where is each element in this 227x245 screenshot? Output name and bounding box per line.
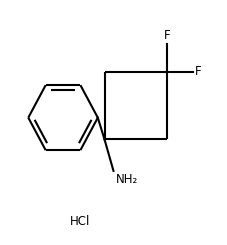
Text: F: F xyxy=(195,65,202,78)
Text: F: F xyxy=(164,29,171,42)
Text: NH₂: NH₂ xyxy=(116,173,138,186)
Text: HCl: HCl xyxy=(70,215,90,228)
